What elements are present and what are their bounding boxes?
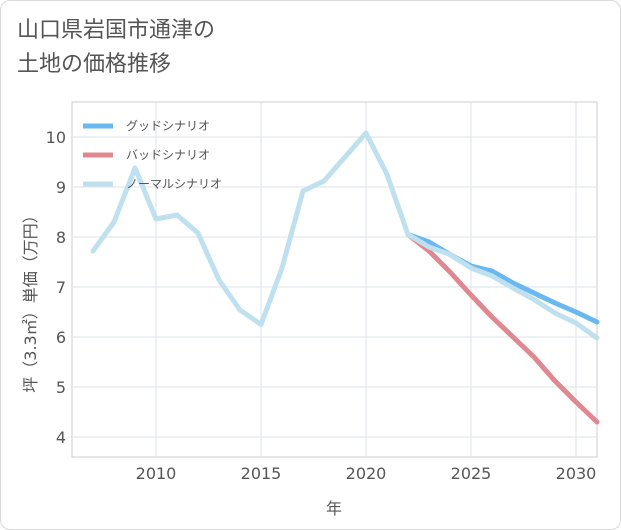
chart-title-line2: 土地の価格推移	[17, 52, 172, 77]
chart-title-line1: 山口県岩国市通津の	[17, 18, 216, 43]
x-tick-label: 2010	[136, 464, 177, 483]
x-tick-label: 2025	[451, 464, 492, 483]
series-line-bad	[405, 232, 600, 425]
series-line-normal	[90, 130, 600, 341]
tick-labels: 2010 2015 2020 2025 2030 4 5 6 7 8 9 10	[46, 128, 597, 483]
chart-title: 山口県岩国市通津の 土地の価格推移	[17, 14, 417, 82]
y-tick-label: 10	[46, 128, 66, 147]
x-axis-label: 年	[326, 499, 342, 518]
y-tick-label: 4	[56, 428, 66, 447]
y-tick-label: 5	[56, 378, 66, 397]
grid	[72, 102, 597, 457]
legend-label-good: グッドシナリオ	[126, 119, 210, 133]
x-tick-label: 2020	[346, 464, 387, 483]
y-axis-label: 坪（3.3㎡）単価（万円）	[21, 207, 40, 392]
x-tick-label: 2030	[556, 464, 597, 483]
legend-label-normal: ノーマルシナリオ	[126, 177, 222, 191]
series-layer	[90, 130, 600, 425]
y-tick-label: 9	[56, 178, 66, 197]
x-tick-label: 2015	[241, 464, 282, 483]
y-tick-label: 6	[56, 328, 66, 347]
y-tick-label: 8	[56, 228, 66, 247]
legend-label-bad: バッドシナリオ	[126, 148, 210, 162]
y-tick-label: 7	[56, 278, 66, 297]
